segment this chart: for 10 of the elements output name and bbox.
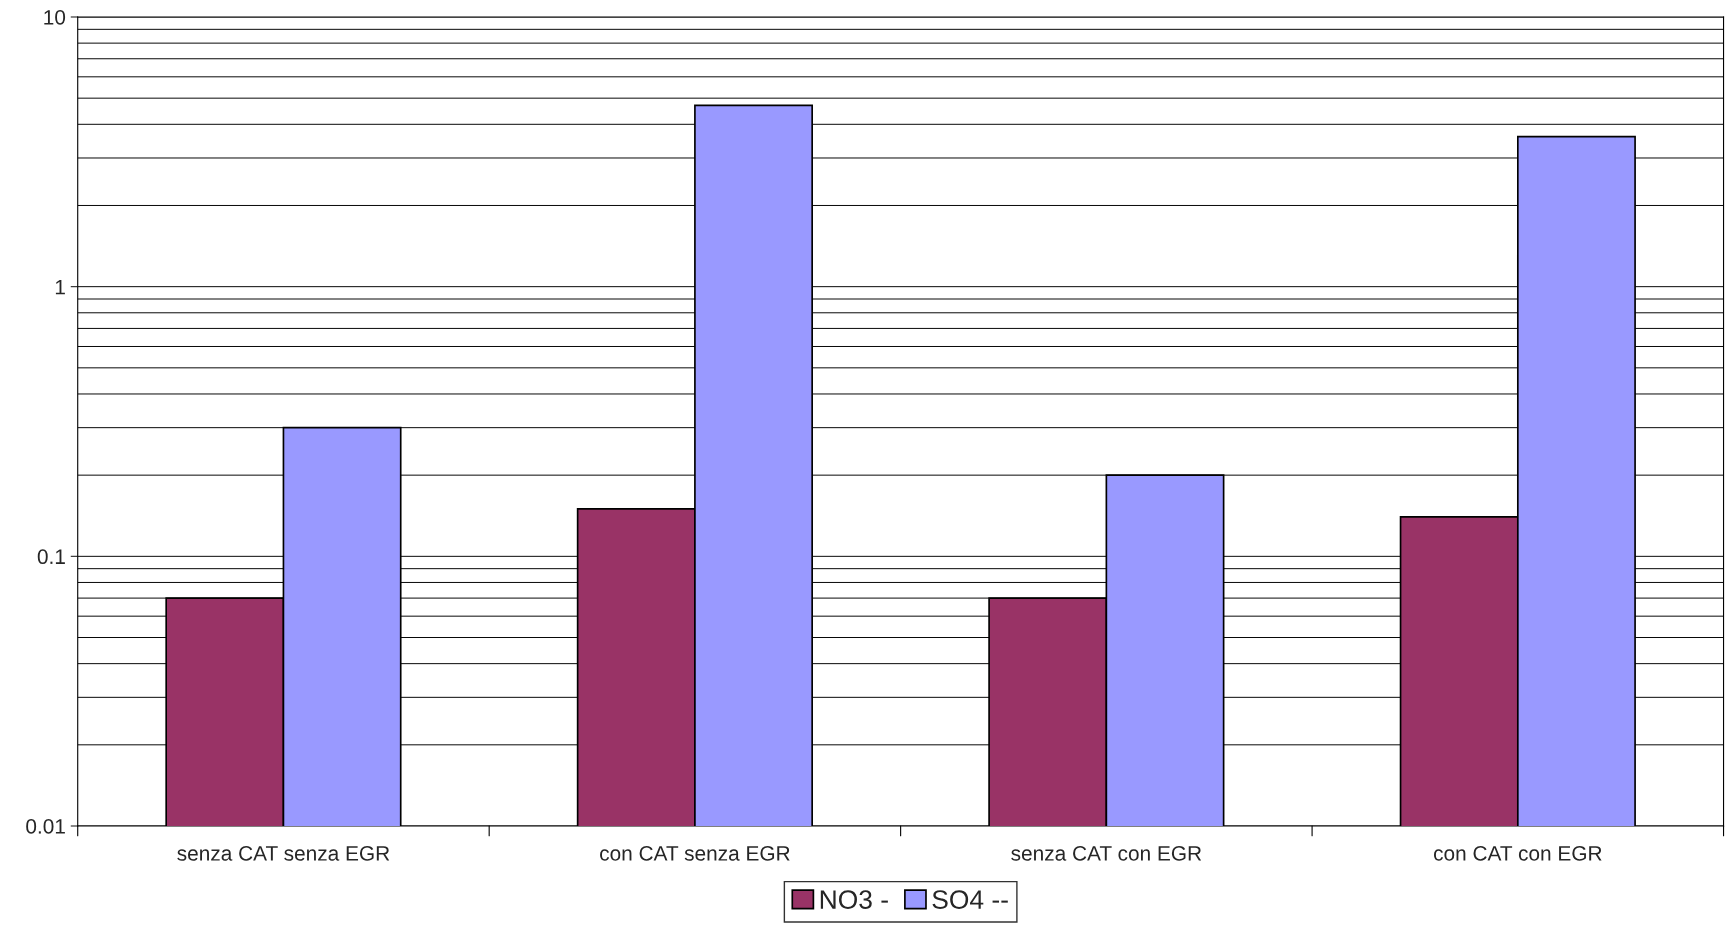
x-tick-label: senza CAT con EGR	[1011, 845, 1202, 861]
x-tick-label: con CAT senza EGR	[600, 845, 790, 861]
legend-label: NO3 -	[820, 890, 888, 909]
y-tick-label: 0.01	[26, 819, 65, 834]
x-tick-label: senza CAT senza EGR	[177, 845, 390, 861]
x-tick-label: con CAT con EGR	[1433, 845, 1602, 861]
legend-label: SO4 --	[932, 890, 1008, 909]
y-tick-label: 10	[44, 9, 66, 25]
y-tick-label: 1	[55, 279, 65, 295]
y-tick-label: 0.1	[37, 549, 65, 565]
